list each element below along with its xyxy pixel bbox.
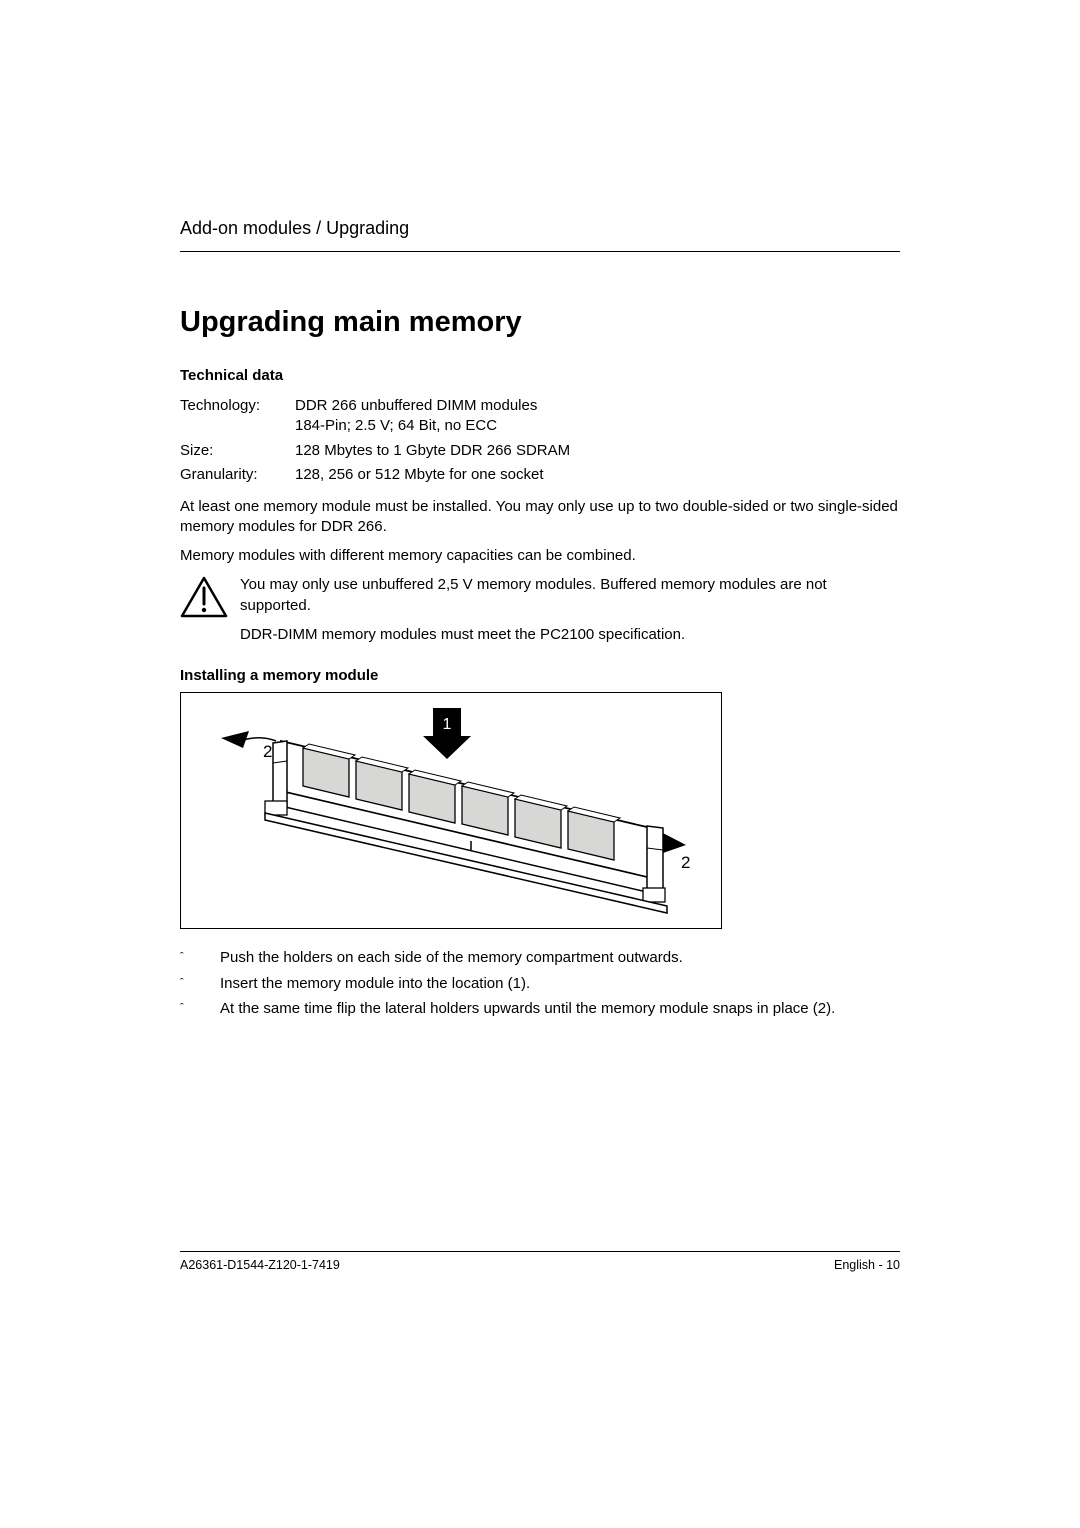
footer-page-number: English - 10 (834, 1258, 900, 1272)
install-heading: Installing a memory module (180, 667, 900, 684)
diagram-label-2-right: 2 (681, 853, 690, 872)
step-text: At the same time flip the lateral holder… (220, 998, 835, 1020)
step-bullet-icon: ˆ (180, 947, 220, 969)
tech-label: Granularity: (180, 463, 295, 487)
warning-text-1: You may only use unbuffered 2,5 V memory… (240, 574, 900, 616)
tech-value: 128 Mbytes to 1 Gbyte DDR 266 SDRAM (295, 439, 570, 463)
bottom-rule (180, 1251, 900, 1252)
table-row: Size: 128 Mbytes to 1 Gbyte DDR 266 SDRA… (180, 439, 570, 463)
warning-text-2: DDR-DIMM memory modules must meet the PC… (240, 624, 900, 645)
list-item: ˆ Push the holders on each side of the m… (180, 947, 900, 969)
warning-icon (180, 576, 230, 623)
tech-note-1: At least one memory module must be insta… (180, 497, 900, 538)
page-title: Upgrading main memory (180, 306, 900, 339)
diagram-label-1: 1 (443, 716, 452, 733)
list-item: ˆ Insert the memory module into the loca… (180, 973, 900, 995)
step-text: Insert the memory module into the locati… (220, 973, 530, 995)
memory-install-diagram: 1 2 2 (180, 692, 722, 929)
technical-data-table: Technology: DDR 266 unbuffered DIMM modu… (180, 394, 570, 487)
table-row: Technology: DDR 266 unbuffered DIMM modu… (180, 394, 570, 439)
list-item: ˆ At the same time flip the lateral hold… (180, 998, 900, 1020)
tech-label: Size: (180, 439, 295, 463)
arrow-left-icon: 2 (221, 731, 276, 761)
technical-data-heading: Technical data (180, 367, 900, 384)
breadcrumb: Add-on modules / Upgrading (180, 218, 900, 239)
step-bullet-icon: ˆ (180, 998, 220, 1020)
diagram-label-2-left: 2 (263, 742, 272, 761)
footer-doc-id: A26361-D1544-Z120-1-7419 (180, 1258, 340, 1272)
tech-note-2: Memory modules with different memory cap… (180, 546, 900, 566)
step-bullet-icon: ˆ (180, 973, 220, 995)
table-row: Granularity: 128, 256 or 512 Mbyte for o… (180, 463, 570, 487)
page-footer: A26361-D1544-Z120-1-7419 English - 10 (180, 1251, 900, 1272)
dimm-module (265, 741, 667, 913)
step-text: Push the holders on each side of the mem… (220, 947, 683, 969)
top-rule (180, 251, 900, 252)
install-steps: ˆ Push the holders on each side of the m… (180, 947, 900, 1020)
warning-box: You may only use unbuffered 2,5 V memory… (180, 574, 900, 653)
arrow-down-icon: 1 (423, 708, 471, 759)
tech-value: DDR 266 unbuffered DIMM modules 184-Pin;… (295, 394, 570, 439)
tech-label: Technology: (180, 394, 295, 439)
tech-value: 128, 256 or 512 Mbyte for one socket (295, 463, 570, 487)
